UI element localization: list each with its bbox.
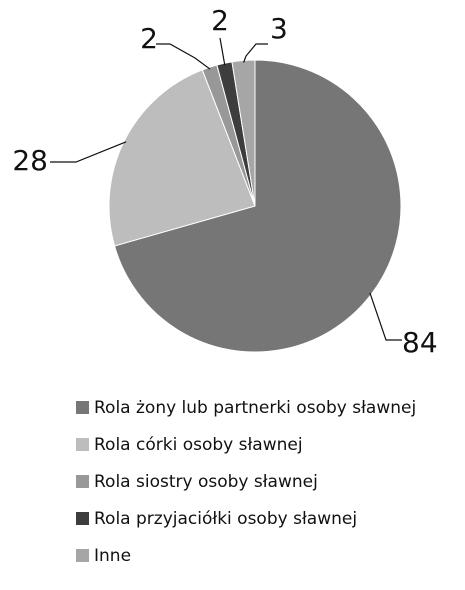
data-labels: 84 28 2 2 3	[12, 4, 437, 359]
leader-line-2	[50, 141, 127, 163]
data-label-4: 2	[211, 4, 229, 37]
leader-lines	[50, 37, 402, 341]
pie-slices	[108, 59, 402, 353]
data-label-2: 28	[12, 144, 48, 177]
legend: Rola żony lub partnerki osoby sławnej Rol…	[76, 398, 416, 566]
leader-line-5	[243, 43, 268, 63]
legend-swatch-2	[76, 438, 89, 451]
pie-slice-5	[231, 59, 256, 207]
data-label-3: 2	[140, 22, 158, 55]
leader-line-3	[156, 43, 211, 70]
legend-label-4: Rola przyjaciółki osoby sławnej	[94, 509, 357, 529]
legend-swatch-4	[76, 512, 89, 525]
pie-slice-1	[113, 59, 402, 353]
legend-swatch-3	[76, 475, 89, 488]
leader-line-4	[219, 37, 226, 66]
leader-line-1	[369, 292, 402, 341]
legend-label-1: Rola żony lub partnerki osoby sławnej	[94, 398, 416, 418]
legend-label-2: Rola córki osoby sławnej	[94, 435, 303, 455]
pie-slice-2	[108, 69, 256, 247]
data-label-5: 3	[270, 12, 288, 45]
legend-label-3: Rola siostry osoby sławnej	[94, 472, 318, 492]
legend-swatch-1	[76, 401, 89, 414]
legend-label-5: Inne	[94, 546, 131, 566]
data-label-1: 84	[402, 326, 438, 359]
legend-swatch-5	[76, 549, 89, 562]
